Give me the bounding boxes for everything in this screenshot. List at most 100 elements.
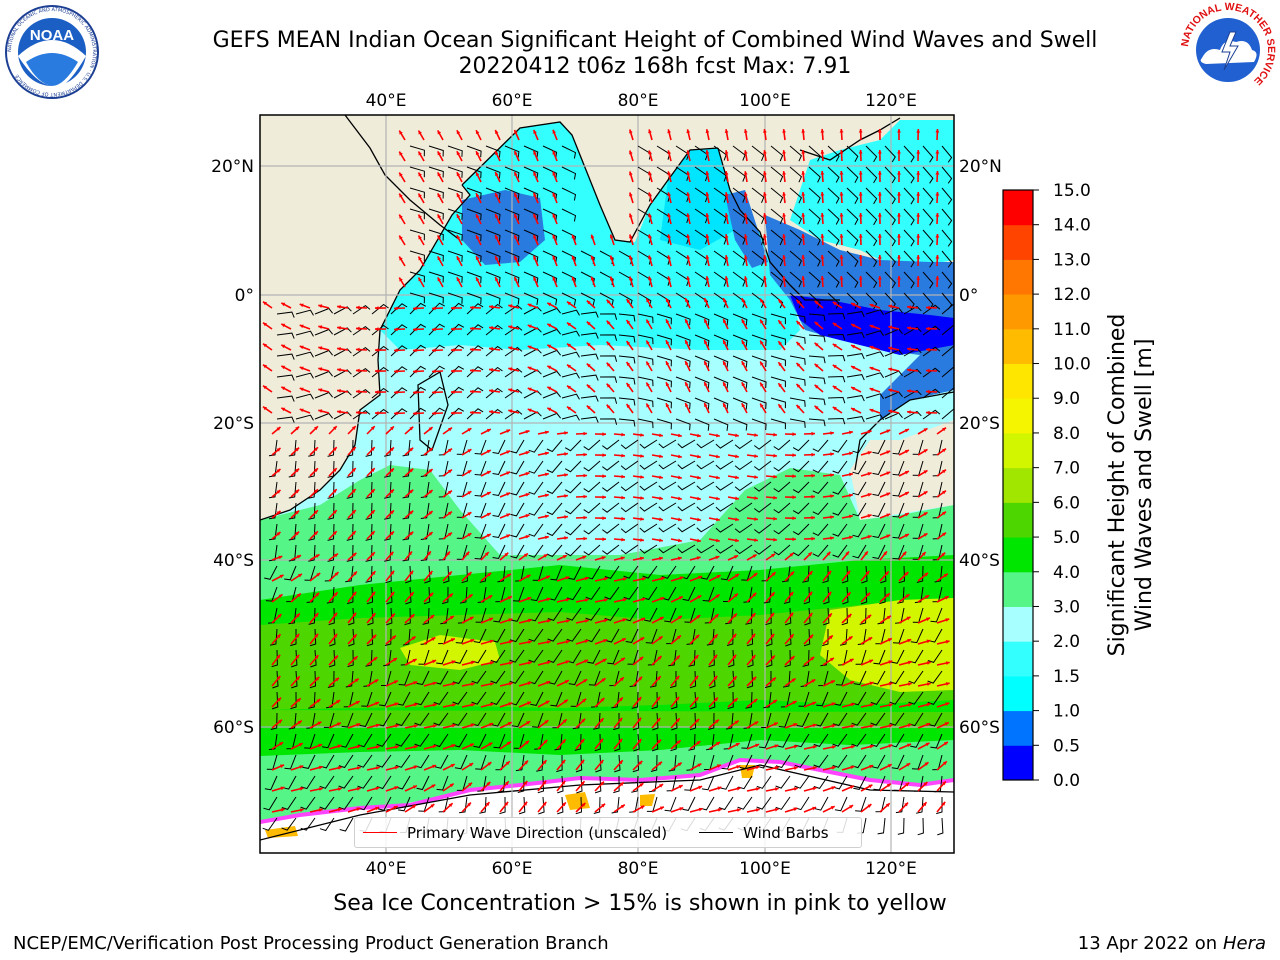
wave-arrow-head (926, 617, 930, 622)
wave-arrow-head (839, 129, 844, 133)
wind-barb (510, 502, 525, 517)
lon-top-label: 120°E (865, 91, 917, 111)
colorbar-segment (1003, 675, 1033, 712)
wind-barb (420, 502, 430, 519)
wave-arrow-head (584, 598, 589, 602)
wind-barb (385, 565, 392, 584)
wave-arrow-head (314, 489, 318, 494)
wave-arrow-head (778, 362, 783, 367)
wave-arrow-head (897, 234, 901, 238)
wind-barb (892, 481, 905, 497)
wave-arrow-head (888, 703, 893, 707)
wind-barb (763, 691, 772, 709)
wave-arrow-head (351, 447, 356, 451)
wave-arrow-head (629, 276, 633, 281)
wind-barb (890, 733, 905, 748)
wave-arrow-head (858, 129, 863, 133)
wave-arrow-head (571, 234, 576, 239)
colorbar-tick-label: 15.0 (1053, 181, 1091, 201)
wind-barb (620, 523, 639, 534)
wave-arrow-head (907, 326, 911, 330)
wave-arrow-head (916, 255, 921, 259)
wave-arrow-head (641, 577, 646, 581)
wind-barb (688, 649, 696, 667)
wave-arrow-head (770, 612, 775, 617)
wind-barb (346, 481, 354, 499)
wind-barb (542, 292, 558, 306)
wind-barb (903, 368, 922, 378)
wind-barb (889, 712, 905, 726)
wave-arrow-head (356, 326, 360, 331)
wind-barb (365, 460, 373, 478)
wave-arrow-head (394, 702, 399, 706)
wind-barb (546, 544, 563, 558)
wave-arrow-head (465, 551, 470, 556)
wave-arrow-head (428, 427, 433, 431)
wave-arrow-head (399, 130, 403, 135)
wave-arrow-head (849, 535, 853, 540)
wind-barb (447, 250, 463, 262)
wind-barb (512, 586, 525, 602)
wave-arrow-head (926, 326, 930, 331)
wave-arrow-head (545, 700, 550, 705)
wave-arrow-head (845, 551, 849, 556)
wind-barb (706, 733, 715, 751)
wave-arrow-head (314, 613, 319, 617)
wind-barb (618, 376, 636, 385)
wind-barb (420, 628, 430, 645)
wind-barb (517, 775, 525, 793)
wave-arrow-head (399, 172, 403, 177)
wind-barb (542, 271, 558, 285)
wave-arrow-head (526, 721, 531, 725)
lat-left-label: 0° (235, 286, 254, 306)
wave-arrow-head (904, 513, 909, 517)
noaa-logo-text: NOAA (30, 27, 74, 44)
wave-arrow-head (506, 741, 511, 746)
wind-barb (473, 733, 487, 748)
wave-arrow-head (489, 410, 493, 414)
wave-arrow-head (564, 494, 568, 498)
wind-barb (466, 145, 482, 158)
wave-arrow-head (724, 276, 729, 280)
wind-barb (409, 145, 425, 157)
wave-arrow-head (514, 151, 518, 155)
wave-arrow-head (667, 129, 671, 134)
wind-barb (402, 460, 411, 478)
wave-arrow-head (801, 171, 806, 175)
wind-barb (852, 460, 867, 475)
wave-arrow-head (276, 634, 281, 639)
wind-barb (732, 334, 748, 347)
wind-barb (447, 187, 463, 199)
wave-arrow-head (926, 305, 930, 310)
wave-arrow-head (507, 596, 512, 600)
wind-barb (447, 166, 463, 178)
wave-arrow-head (665, 382, 670, 387)
wind-barb (523, 145, 539, 158)
wind-barb (314, 370, 333, 378)
wind-barb (308, 607, 316, 625)
wave-arrow-head (820, 255, 825, 259)
wind-barb (650, 754, 658, 772)
wave-arrow-head (546, 660, 551, 665)
wave-arrow-head (774, 787, 779, 791)
wave-arrow-head (543, 554, 548, 558)
wind-barb (542, 370, 561, 378)
wave-arrow-head (697, 538, 701, 543)
wind-barb (300, 796, 316, 810)
wave-arrow-head (543, 740, 548, 744)
wind-barb (504, 229, 520, 242)
wind-barb (812, 544, 829, 558)
wave-arrow-head (812, 745, 817, 749)
wind-barb (319, 817, 335, 832)
wind-barb (832, 502, 848, 516)
wave-arrow-head (371, 571, 376, 575)
wave-arrow-head (850, 724, 855, 728)
colorbar-tick-label: 12.0 (1053, 285, 1091, 305)
wind-barb (732, 208, 746, 224)
wind-barb (288, 607, 297, 625)
wind-barb (384, 502, 392, 520)
wave-arrow-head (904, 572, 909, 576)
wind-barb (751, 271, 765, 287)
wave-arrow-head (686, 234, 691, 239)
wave-arrow-head (809, 634, 814, 639)
